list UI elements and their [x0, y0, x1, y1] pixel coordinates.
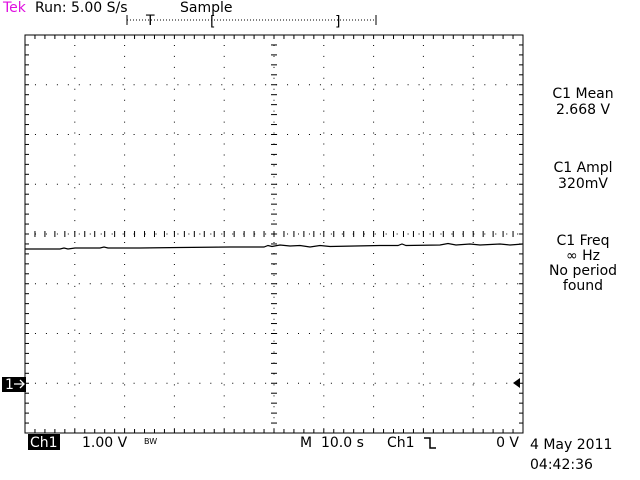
timebase: M 10.0 s	[300, 435, 364, 451]
measurement-note: found	[563, 278, 603, 294]
date: 4 May 2011	[530, 437, 612, 453]
measurement-label: C1 Ampl	[553, 160, 612, 176]
measurement-label: C1 Mean	[552, 86, 613, 102]
channel-marker: 1	[5, 377, 14, 393]
trigger-level-marker	[513, 378, 520, 388]
record-end: ]	[335, 14, 340, 30]
trigger-position: T	[145, 13, 155, 29]
trigger-level: 0 V	[496, 435, 519, 451]
status: Run: 5.00 S/s	[35, 0, 128, 16]
measurement-value: 320mV	[558, 176, 608, 192]
vertical-scale: 1.00 V	[82, 435, 128, 451]
trigger-slope	[424, 437, 436, 449]
trigger-source: Ch1	[387, 435, 415, 451]
brand: Tek	[2, 0, 27, 16]
measurement-value: 2.668 V	[556, 102, 611, 118]
time: 04:42:36	[530, 457, 593, 473]
bandwidth-limit: BW	[144, 437, 157, 446]
measurement-label: C1 Freq	[556, 233, 609, 249]
graticule	[24, 34, 524, 434]
record-start: [	[210, 14, 215, 30]
measurement-note: No period	[549, 263, 617, 279]
acquisition-mode: Sample	[180, 0, 233, 16]
graticule-border	[24, 34, 524, 434]
channel-box	[28, 434, 60, 450]
measurement-value: ∞ Hz	[566, 248, 600, 264]
waveform-trace	[25, 242, 524, 250]
channel-arrow	[14, 379, 25, 389]
channel: Ch1	[30, 435, 58, 451]
